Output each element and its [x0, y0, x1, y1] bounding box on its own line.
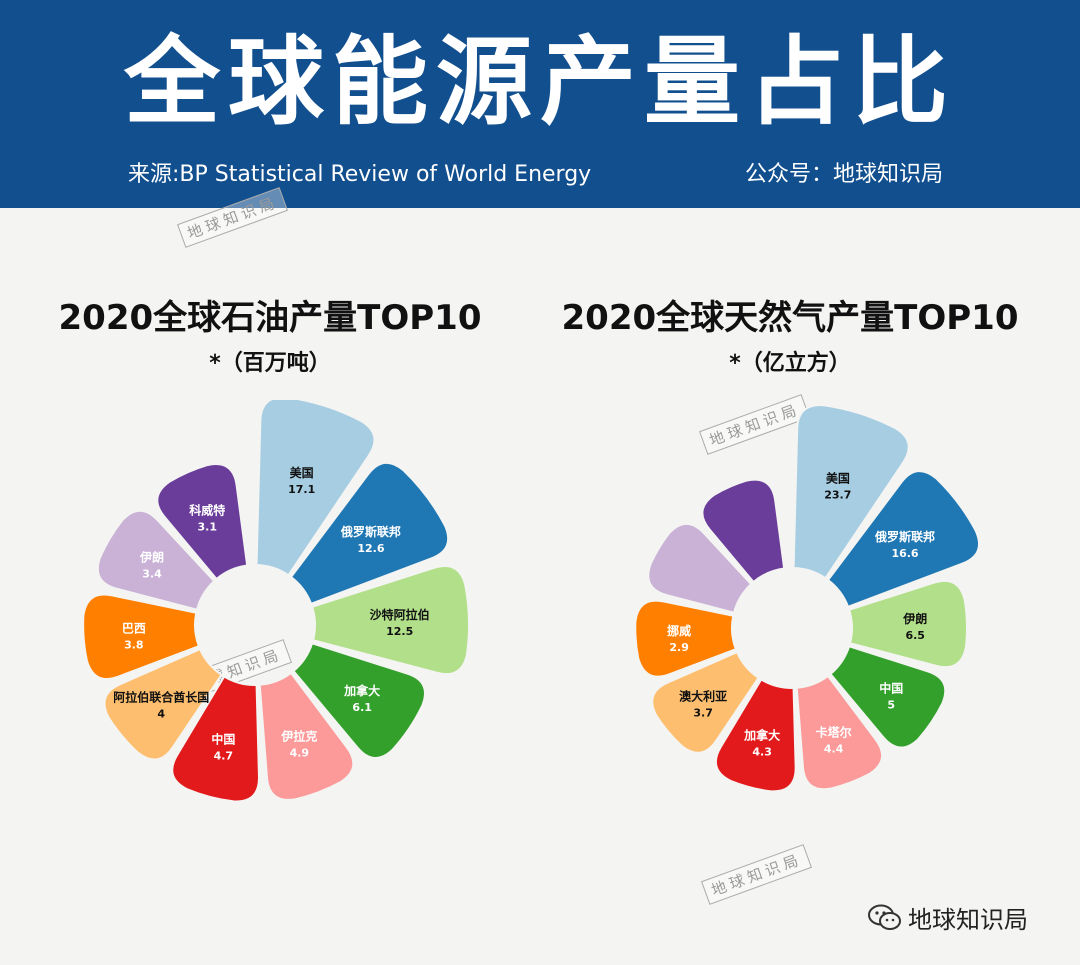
slice-label-4: 伊拉克 [280, 728, 317, 743]
slice-value-6: 3.7 [693, 706, 713, 719]
slice-value-5: 4.7 [214, 750, 234, 763]
gas-chart: 美国 23.7 俄罗斯联邦 16.6 伊朗 6.5 中国 5 卡塔尔 4.4 加拿大 4.3 澳大利亚 3… [634, 404, 980, 793]
slice-label-6: 澳大利亚 [679, 688, 727, 703]
slice-9 [701, 478, 786, 584]
slice-7 [634, 599, 738, 678]
oil-chart: 美国 17.1 俄罗斯联邦 12.6 沙特阿拉伯 12.5 加拿大 6.1 伊拉克 4.9 中国 4.… [82, 400, 470, 803]
slice-1 [289, 461, 450, 606]
slice-label-6: 阿拉伯联合酋长国 [113, 689, 209, 704]
slice-value-7: 3.8 [124, 639, 144, 652]
slice-2 [310, 564, 470, 676]
slice-1 [826, 470, 980, 609]
slice-label-1: 俄罗斯联邦 [340, 524, 401, 539]
wechat-icon [868, 904, 901, 930]
gas-chart-unit: *（亿立方） [729, 351, 851, 376]
slice-value-2: 6.5 [905, 629, 925, 642]
slice-8 [647, 522, 753, 614]
slice-value-3: 5 [887, 699, 895, 712]
slice-label-4: 卡塔尔 [816, 724, 852, 739]
slice-label-7: 挪威 [667, 623, 691, 638]
header-banner: 全球能源产量占比 来源:BP Statistical Review of Wor… [0, 0, 1080, 208]
slice-label-2: 伊朗 [902, 611, 927, 626]
slice-label-0: 美国 [826, 470, 850, 485]
slice-0 [255, 400, 376, 577]
account-text: 公众号：地球知识局 [745, 162, 944, 187]
source-text: 来源:BP Statistical Review of World Energy [128, 162, 592, 187]
slice-value-5: 4.3 [752, 746, 772, 759]
slice-6 [651, 650, 760, 754]
slice-value-8: 3.4 [142, 567, 162, 580]
slice-0 [792, 404, 910, 580]
slice-value-4: 4.9 [290, 746, 310, 759]
slice-value-3: 6.1 [352, 701, 372, 714]
slice-label-3: 加拿大 [343, 683, 380, 698]
slice-label-8: 伊朗 [139, 549, 164, 564]
footer-brand-text: 地球知识局 [908, 906, 1028, 934]
slice-5 [171, 675, 260, 803]
footer-brand: 地球知识局 [868, 900, 1028, 935]
slice-9 [156, 463, 249, 581]
slice-label-1: 俄罗斯联邦 [874, 529, 935, 544]
slice-7 [82, 593, 201, 681]
slice-label-9: 科威特 [189, 502, 225, 517]
slice-value-7: 2.9 [669, 641, 689, 654]
slice-value-0: 23.7 [824, 488, 851, 501]
slice-4 [258, 671, 355, 801]
slice-value-2: 12.5 [386, 625, 413, 638]
page-title: 全球能源产量占比 [124, 26, 956, 138]
slice-6 [103, 647, 223, 761]
slice-3 [292, 641, 426, 759]
slice-value-1: 16.6 [891, 547, 918, 560]
gas-chart-title: 2020全球天然气产量TOP10 [561, 298, 1019, 338]
slice-label-7: 巴西 [122, 622, 146, 636]
slice-label-2: 沙特阿拉伯 [370, 607, 430, 622]
slice-5 [714, 678, 797, 793]
slice-value-1: 12.6 [357, 542, 384, 555]
slice-value-0: 17.1 [288, 483, 315, 496]
slice-label-5: 中国 [211, 732, 235, 747]
slice-value-9: 3.1 [198, 520, 218, 533]
slice-2 [847, 579, 968, 669]
slice-label-5: 加拿大 [743, 728, 780, 743]
slice-value-6: 4 [157, 707, 165, 720]
oil-chart-title: 2020全球石油产量TOP10 [58, 298, 482, 338]
slice-value-4: 4.4 [824, 742, 844, 755]
oil-chart-unit: *（百万吨） [209, 351, 331, 376]
slice-3 [829, 644, 947, 749]
slice-8 [96, 509, 216, 611]
slice-4 [795, 674, 884, 791]
slice-label-3: 中国 [879, 681, 903, 696]
slice-label-0: 美国 [290, 465, 314, 480]
